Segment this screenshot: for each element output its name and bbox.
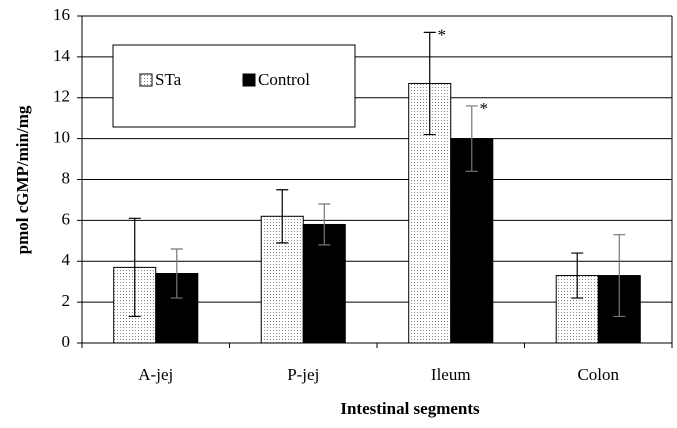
y-tick-label: 16 bbox=[53, 5, 70, 24]
legend-swatch bbox=[242, 73, 256, 87]
x-tick-label: P-jej bbox=[287, 365, 319, 384]
y-axis-label: pmol cGMP/min/mg bbox=[13, 105, 32, 254]
error-bar bbox=[465, 105, 478, 172]
y-tick-label: 0 bbox=[62, 332, 71, 351]
y-tick-label: 14 bbox=[53, 46, 71, 65]
legend-label: STa bbox=[155, 70, 182, 89]
legend-box bbox=[112, 44, 356, 128]
bar bbox=[450, 138, 494, 344]
y-tick-label: 10 bbox=[53, 128, 70, 147]
annotation: * bbox=[437, 25, 446, 44]
error-bar bbox=[128, 217, 141, 318]
x-tick-label: Colon bbox=[577, 365, 619, 384]
error-bar bbox=[571, 252, 584, 299]
y-tick-label: 8 bbox=[62, 168, 71, 187]
error-bar bbox=[613, 234, 626, 318]
y-tick-label: 12 bbox=[53, 87, 70, 106]
error-bar bbox=[170, 248, 183, 299]
error-bar bbox=[318, 203, 331, 246]
legend-label: Control bbox=[258, 70, 310, 89]
y-tick-label: 6 bbox=[62, 209, 71, 228]
x-tick-label: A-jej bbox=[138, 365, 173, 384]
legend-swatch bbox=[139, 73, 153, 87]
error-bar bbox=[276, 189, 289, 244]
y-tick-label: 2 bbox=[62, 291, 71, 310]
x-axis-label: Intestinal segments bbox=[340, 399, 480, 418]
error-bar bbox=[423, 31, 436, 136]
y-tick-label: 4 bbox=[62, 250, 71, 269]
x-tick-label: Ileum bbox=[431, 365, 471, 384]
annotation: * bbox=[480, 99, 489, 118]
